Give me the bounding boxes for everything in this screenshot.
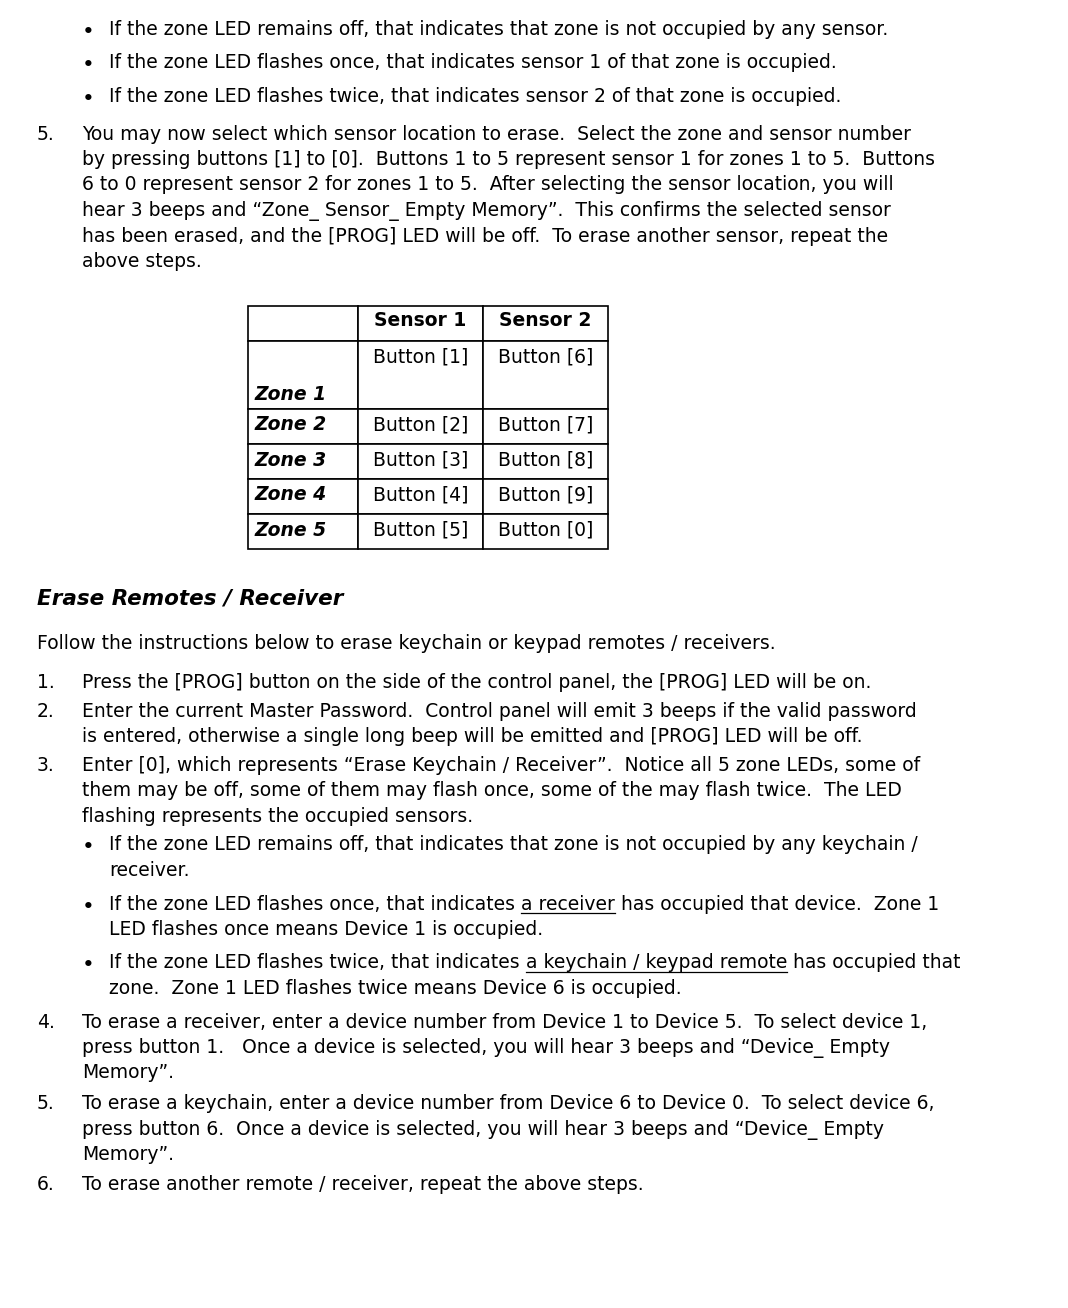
Bar <box>483 514 608 548</box>
Text: •: • <box>82 89 95 109</box>
Text: 5.: 5. <box>37 124 54 144</box>
Text: Button [8]: Button [8] <box>498 450 593 470</box>
Text: receiver.: receiver. <box>109 861 189 880</box>
Text: If the zone LED flashes once, that indicates: If the zone LED flashes once, that indic… <box>109 895 521 913</box>
Text: hear 3 beeps and “Zone_ Sensor_ Empty Memory”.  This confirms the selected senso: hear 3 beeps and “Zone_ Sensor_ Empty Me… <box>82 201 891 221</box>
Text: a receiver: a receiver <box>521 895 615 913</box>
Text: Button [0]: Button [0] <box>498 521 593 539</box>
Text: Button [2]: Button [2] <box>373 416 468 434</box>
Text: Zone 2: Zone 2 <box>254 416 326 434</box>
Text: Button [3]: Button [3] <box>373 450 468 470</box>
Text: •: • <box>82 22 95 42</box>
Bar <box>248 306 358 340</box>
Text: by pressing buttons [1] to [0].  Buttons 1 to 5 represent sensor 1 for zones 1 t: by pressing buttons [1] to [0]. Buttons … <box>82 150 934 169</box>
Text: •: • <box>82 837 95 858</box>
Bar <box>248 479 358 514</box>
Text: Zone 1: Zone 1 <box>254 385 326 403</box>
Text: 1.: 1. <box>37 674 54 692</box>
Text: 3.: 3. <box>37 756 54 776</box>
Text: Zone 3: Zone 3 <box>254 450 326 470</box>
Bar <box>483 443 608 479</box>
Text: Enter the current Master Password.  Control panel will emit 3 beeps if the valid: Enter the current Master Password. Contr… <box>82 702 916 721</box>
Bar <box>358 306 483 340</box>
Text: flashing represents the occupied sensors.: flashing represents the occupied sensors… <box>82 807 473 825</box>
Text: press button 6.  Once a device is selected, you will hear 3 beeps and “Device_ E: press button 6. Once a device is selecte… <box>82 1120 884 1139</box>
Text: Sensor 2: Sensor 2 <box>500 311 592 331</box>
Text: has occupied that: has occupied that <box>787 954 960 973</box>
Text: •: • <box>82 55 95 76</box>
Text: Zone 5: Zone 5 <box>254 521 326 539</box>
Text: •: • <box>82 896 95 917</box>
Text: Press the [PROG] button on the side of the control panel, the [PROG] LED will be: Press the [PROG] button on the side of t… <box>82 674 871 692</box>
Text: a keychain / keypad remote: a keychain / keypad remote <box>525 954 787 973</box>
Bar <box>248 443 358 479</box>
Text: Memory”.: Memory”. <box>82 1144 174 1164</box>
Text: Sensor 1: Sensor 1 <box>375 311 467 331</box>
Text: You may now select which sensor location to erase.  Select the zone and sensor n: You may now select which sensor location… <box>82 124 911 144</box>
Text: has occupied that device.  Zone 1: has occupied that device. Zone 1 <box>615 895 939 913</box>
Text: 5.: 5. <box>37 1093 54 1113</box>
Text: If the zone LED flashes twice, that indicates: If the zone LED flashes twice, that indi… <box>109 954 525 973</box>
Bar <box>483 479 608 514</box>
Text: Button [7]: Button [7] <box>498 416 593 434</box>
Text: Enter [0], which represents “Erase Keychain / Receiver”.  Notice all 5 zone LEDs: Enter [0], which represents “Erase Keych… <box>82 756 921 776</box>
Text: press button 1.   Once a device is selected, you will hear 3 beeps and “Device_ : press button 1. Once a device is selecte… <box>82 1039 890 1058</box>
Text: Zone 4: Zone 4 <box>254 485 326 505</box>
Text: Memory”.: Memory”. <box>82 1063 174 1083</box>
Bar <box>358 340 483 408</box>
Bar <box>483 340 608 408</box>
Text: is entered, otherwise a single long beep will be emitted and [PROG] LED will be : is entered, otherwise a single long beep… <box>82 727 863 747</box>
Text: 2.: 2. <box>37 702 54 721</box>
Text: LED flashes once means Device 1 is occupied.: LED flashes once means Device 1 is occup… <box>109 920 544 939</box>
Text: To erase another remote / receiver, repeat the above steps.: To erase another remote / receiver, repe… <box>82 1176 644 1194</box>
Text: Erase Remotes / Receiver: Erase Remotes / Receiver <box>37 589 344 608</box>
Text: •: • <box>82 956 95 976</box>
Text: zone.  Zone 1 LED flashes twice means Device 6 is occupied.: zone. Zone 1 LED flashes twice means Dev… <box>109 978 681 998</box>
Text: Button [1]: Button [1] <box>373 348 468 366</box>
Text: Button [4]: Button [4] <box>373 485 468 505</box>
Bar <box>358 408 483 443</box>
Bar <box>483 408 608 443</box>
Text: To erase a receiver, enter a device number from Device 1 to Device 5.  To select: To erase a receiver, enter a device numb… <box>82 1012 927 1032</box>
Text: To erase a keychain, enter a device number from Device 6 to Device 0.  To select: To erase a keychain, enter a device numb… <box>82 1093 934 1113</box>
Bar <box>358 443 483 479</box>
Text: them may be off, some of them may flash once, some of the may flash twice.  The : them may be off, some of them may flash … <box>82 781 901 800</box>
Text: If the zone LED flashes twice, that indicates sensor 2 of that zone is occupied.: If the zone LED flashes twice, that indi… <box>109 88 842 106</box>
Bar <box>358 514 483 548</box>
Text: Button [9]: Button [9] <box>498 485 593 505</box>
Bar <box>358 479 483 514</box>
Text: above steps.: above steps. <box>82 252 202 271</box>
Text: If the zone LED remains off, that indicates that zone is not occupied by any key: If the zone LED remains off, that indica… <box>109 836 917 854</box>
Text: Button [6]: Button [6] <box>498 348 593 366</box>
Bar <box>248 514 358 548</box>
Bar <box>248 340 358 408</box>
Text: Follow the instructions below to erase keychain or keypad remotes / receivers.: Follow the instructions below to erase k… <box>37 634 775 653</box>
Text: has been erased, and the [PROG] LED will be off.  To erase another sensor, repea: has been erased, and the [PROG] LED will… <box>82 226 889 246</box>
Text: 4.: 4. <box>37 1012 54 1032</box>
Text: 6 to 0 represent sensor 2 for zones 1 to 5.  After selecting the sensor location: 6 to 0 represent sensor 2 for zones 1 to… <box>82 175 894 195</box>
Bar <box>483 306 608 340</box>
Bar <box>248 408 358 443</box>
Text: 6.: 6. <box>37 1176 54 1194</box>
Text: If the zone LED remains off, that indicates that zone is not occupied by any sen: If the zone LED remains off, that indica… <box>109 20 889 39</box>
Text: Button [5]: Button [5] <box>373 521 468 539</box>
Text: If the zone LED flashes once, that indicates sensor 1 of that zone is occupied.: If the zone LED flashes once, that indic… <box>109 54 836 72</box>
